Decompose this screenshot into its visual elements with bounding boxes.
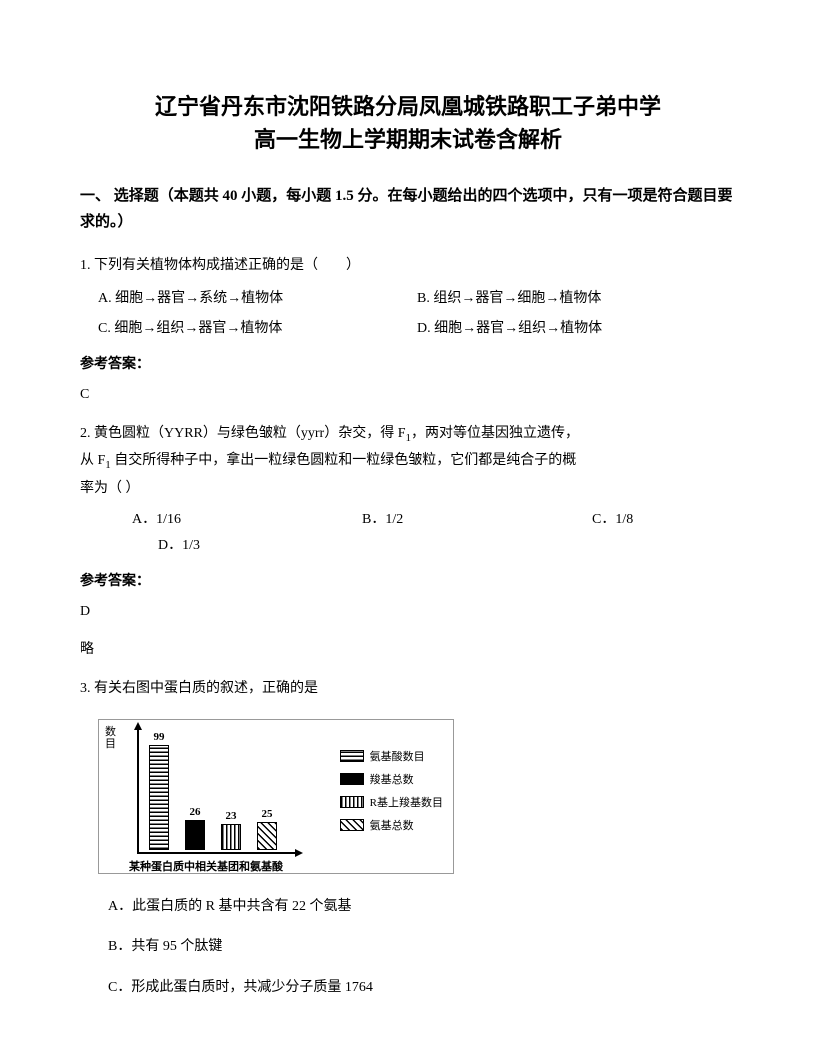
q3-opt-c: C．形成此蛋白质时，共减少分子质量 1764 bbox=[80, 975, 736, 1002]
q3-opt-b: B．共有 95 个肽键 bbox=[80, 934, 736, 961]
q2-opt-d: D．1/3 bbox=[80, 533, 736, 560]
chart-bar-label: 99 bbox=[147, 731, 171, 743]
legend-label: 氨基总数 bbox=[370, 817, 414, 833]
chart-legend: 氨基酸数目羧基总数 R基上羧基数目氨基总数 bbox=[340, 748, 443, 840]
legend-item: R基上羧基数目 bbox=[340, 794, 443, 810]
q2-answer-label: 参考答案： bbox=[80, 570, 736, 590]
legend-swatch bbox=[340, 773, 364, 785]
legend-label: 羧基总数 bbox=[370, 771, 414, 787]
chart-axis-x bbox=[137, 852, 297, 854]
q1-opt-d: D. 细胞→器官→组织→植物体 bbox=[417, 316, 736, 343]
protein-chart: 数目 99 26 23 25 某种蛋白质中相关基团和氨基酸 氨基酸数目羧基总数 R基上羧… bbox=[98, 719, 454, 874]
chart-bar-label: 23 bbox=[219, 810, 243, 822]
chart-bar bbox=[185, 820, 205, 850]
legend-item: 羧基总数 bbox=[340, 771, 443, 787]
chart-bar bbox=[149, 745, 169, 850]
q2-note: 略 bbox=[80, 638, 736, 658]
chart-bar-label: 26 bbox=[183, 806, 207, 818]
legend-item: 氨基酸数目 bbox=[340, 748, 443, 764]
q2-options-row: A．1/16 B．1/2 C．1/8 bbox=[80, 507, 736, 534]
q2-line1a: 2. 黄色圆粒（YYRR）与绿色皱粒（yyrr）杂交，得 F bbox=[80, 426, 406, 441]
chart-bar-label: 25 bbox=[255, 808, 279, 820]
chart-bar bbox=[221, 824, 241, 850]
q1-opt-c: C. 细胞→组织→器官→植物体 bbox=[98, 316, 417, 343]
chart-axis-y bbox=[137, 728, 139, 854]
title-line1: 辽宁省丹东市沈阳铁路分局凤凰城铁路职工子弟中学 bbox=[80, 90, 736, 123]
section-heading: 一、 选择题（本题共 40 小题，每小题 1.5 分。在每小题给出的四个选项中，… bbox=[80, 184, 736, 235]
q1-opt-a: A. 细胞→器官→系统→植物体 bbox=[98, 286, 417, 313]
q2-opt-b: B．1/2 bbox=[362, 507, 592, 534]
document-title: 辽宁省丹东市沈阳铁路分局凤凰城铁路职工子弟中学 高一生物上学期期末试卷含解析 bbox=[80, 90, 736, 156]
q2-opt-a: A．1/16 bbox=[132, 507, 362, 534]
q2-line3: 率为（ ） bbox=[80, 481, 140, 496]
q2-line2b: 自交所得种子中，拿出一粒绿色圆粒和一粒绿色皱粒，它们都是纯合子的概 bbox=[111, 453, 577, 468]
q2-opt-c: C．1/8 bbox=[592, 507, 736, 534]
q1-options-row1: A. 细胞→器官→系统→植物体 B. 组织→器官→细胞→植物体 bbox=[80, 286, 736, 313]
q3-opt-a: A．此蛋白质的 R 基中共含有 22 个氨基 bbox=[80, 894, 736, 921]
q1-text: 1. 下列有关植物体构成描述正确的是（ ） bbox=[80, 253, 736, 280]
q1-answer: C bbox=[80, 387, 736, 403]
q1-opt-b: B. 组织→器官→细胞→植物体 bbox=[417, 286, 736, 313]
chart-ylabel: 数目 bbox=[105, 726, 117, 750]
legend-item: 氨基总数 bbox=[340, 817, 443, 833]
chart-xlabel: 某种蛋白质中相关基团和氨基酸 bbox=[129, 858, 283, 874]
q2-answer: D bbox=[80, 604, 736, 620]
legend-swatch bbox=[340, 819, 364, 831]
q1-options-row2: C. 细胞→组织→器官→植物体 D. 细胞→器官→组织→植物体 bbox=[80, 316, 736, 343]
legend-swatch bbox=[340, 750, 364, 762]
q2-text: 2. 黄色圆粒（YYRR）与绿色皱粒（yyrr）杂交，得 F1，两对等位基因独立… bbox=[80, 421, 736, 503]
q3-text: 3. 有关右图中蛋白质的叙述，正确的是 bbox=[80, 676, 736, 703]
legend-swatch bbox=[340, 796, 364, 808]
legend-label: R基上羧基数目 bbox=[370, 794, 443, 810]
chart-bar bbox=[257, 822, 277, 850]
q2-line2a: 从 F bbox=[80, 453, 105, 468]
title-line2: 高一生物上学期期末试卷含解析 bbox=[80, 123, 736, 156]
q2-line1c: ，两对等位基因独立遗传， bbox=[411, 426, 579, 441]
q1-answer-label: 参考答案： bbox=[80, 353, 736, 373]
legend-label: 氨基酸数目 bbox=[370, 748, 425, 764]
